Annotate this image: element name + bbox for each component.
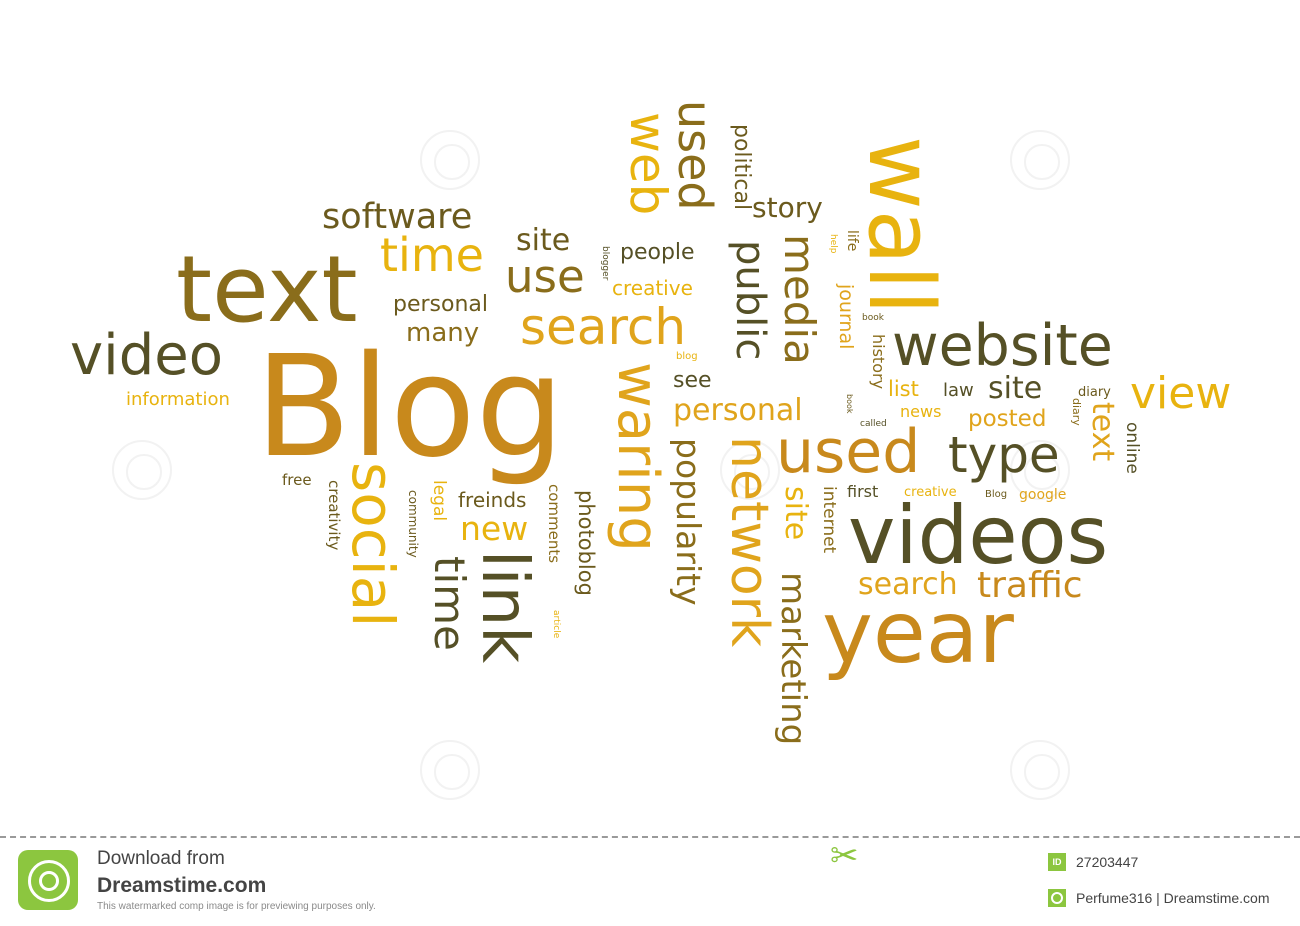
cloud-word: see bbox=[673, 368, 712, 393]
cloud-word: called bbox=[860, 419, 887, 429]
dreamstime-logo-icon bbox=[18, 850, 78, 910]
cloud-word: Blog bbox=[255, 326, 565, 489]
cloud-word: traffic bbox=[977, 565, 1083, 606]
watermark-spiral-icon bbox=[1010, 740, 1070, 800]
cloud-word: book bbox=[845, 394, 854, 414]
cloud-word: site bbox=[988, 371, 1043, 406]
cloud-word: text bbox=[1085, 402, 1120, 462]
cloud-word: time bbox=[380, 228, 484, 282]
cloud-word: journal bbox=[835, 284, 857, 350]
cloud-word: used bbox=[776, 417, 921, 487]
image-id: 27203447 bbox=[1076, 854, 1139, 870]
cloud-word: creative bbox=[612, 276, 693, 300]
cloud-word: search bbox=[858, 567, 958, 602]
cloud-word: public bbox=[727, 240, 773, 361]
cloud-word: diary bbox=[1078, 385, 1111, 400]
cloud-word: article bbox=[551, 610, 561, 639]
watermark-spiral-icon bbox=[720, 440, 780, 500]
cloud-word: posted bbox=[968, 406, 1047, 432]
cloud-word: link bbox=[467, 550, 541, 664]
cloud-word: time bbox=[425, 556, 474, 651]
cloud-word: network bbox=[719, 436, 779, 648]
watermark-spiral-icon bbox=[1010, 440, 1070, 500]
cloud-word: political bbox=[729, 124, 754, 211]
cloud-word: news bbox=[900, 402, 942, 421]
cloud-word: creative bbox=[904, 485, 957, 500]
cloud-word: blog bbox=[676, 351, 698, 362]
cloud-word: life bbox=[844, 230, 860, 252]
cloud-word: book bbox=[862, 313, 884, 323]
cloud-word: web bbox=[619, 112, 677, 216]
cloud-word: type bbox=[948, 426, 1060, 484]
cloud-word: used bbox=[668, 100, 722, 211]
cloud-word: search bbox=[520, 298, 687, 356]
cloud-word: help bbox=[828, 234, 838, 254]
watermark-spiral-icon bbox=[112, 440, 172, 500]
cloud-word: community bbox=[406, 490, 420, 558]
cloud-word: photoblog bbox=[574, 490, 598, 596]
author-credit[interactable]: Perfume316 | Dreamstime.com bbox=[1076, 890, 1270, 906]
scissors-icon: ✂ bbox=[830, 836, 859, 876]
cloud-word: internet bbox=[819, 486, 839, 554]
watermark-spiral-icon bbox=[420, 130, 480, 190]
watermark-spiral-icon bbox=[420, 740, 480, 800]
cloud-word: history bbox=[869, 334, 888, 390]
cloud-word: videos bbox=[848, 489, 1109, 582]
site-name[interactable]: Dreamstime.com bbox=[97, 874, 267, 897]
watermark-spiral-icon bbox=[1010, 130, 1070, 190]
cloud-word: website bbox=[892, 313, 1113, 379]
cloud-word: video bbox=[70, 323, 223, 388]
cloud-word: use bbox=[505, 250, 585, 303]
cloud-word: popularity bbox=[669, 438, 708, 606]
cloud-word: diary bbox=[1070, 398, 1083, 426]
cloud-word: social bbox=[339, 462, 407, 628]
cloud-word: wall bbox=[848, 136, 953, 315]
preview-notice: This watermarked comp image is for previ… bbox=[97, 901, 376, 912]
dashed-divider bbox=[0, 836, 1300, 838]
cloud-word: story bbox=[752, 191, 823, 224]
cloud-word: Blog bbox=[985, 489, 1008, 500]
cloud-word: freinds bbox=[458, 488, 527, 512]
cloud-word: first bbox=[847, 482, 879, 501]
cloud-word: marketing bbox=[773, 572, 813, 746]
cloud-word: personal bbox=[393, 292, 489, 317]
cloud-word: online bbox=[1122, 422, 1142, 474]
cloud-word: google bbox=[1019, 487, 1067, 503]
cloud-word: personal bbox=[673, 393, 803, 428]
cloud-word: site bbox=[516, 223, 571, 258]
copyright-icon bbox=[1048, 889, 1066, 907]
id-badge: ID bbox=[1048, 853, 1066, 871]
cloud-word: view bbox=[1130, 368, 1232, 419]
cloud-word: law bbox=[943, 380, 974, 401]
cloud-word: many bbox=[406, 318, 480, 348]
cloud-word: blogger bbox=[600, 246, 610, 281]
download-from-text: Download from bbox=[97, 848, 225, 869]
cloud-word: site bbox=[778, 486, 813, 541]
download-footer: Download from Dreamstime.com This waterm… bbox=[0, 830, 1300, 926]
cloud-word: new bbox=[460, 509, 529, 548]
cloud-word: comments bbox=[545, 484, 563, 564]
cloud-word: waring bbox=[605, 362, 670, 552]
cloud-word: text bbox=[176, 236, 358, 343]
cloud-word: year bbox=[822, 583, 1014, 683]
cloud-word: people bbox=[620, 240, 695, 265]
cloud-word: information bbox=[126, 389, 230, 410]
cloud-word: list bbox=[888, 377, 919, 401]
cloud-word: media bbox=[775, 234, 824, 365]
cloud-word: free bbox=[282, 471, 312, 489]
cloud-word: software bbox=[322, 197, 473, 237]
word-cloud: Blog text video software time site use p… bbox=[70, 100, 1232, 800]
cloud-word: legal bbox=[429, 480, 449, 522]
